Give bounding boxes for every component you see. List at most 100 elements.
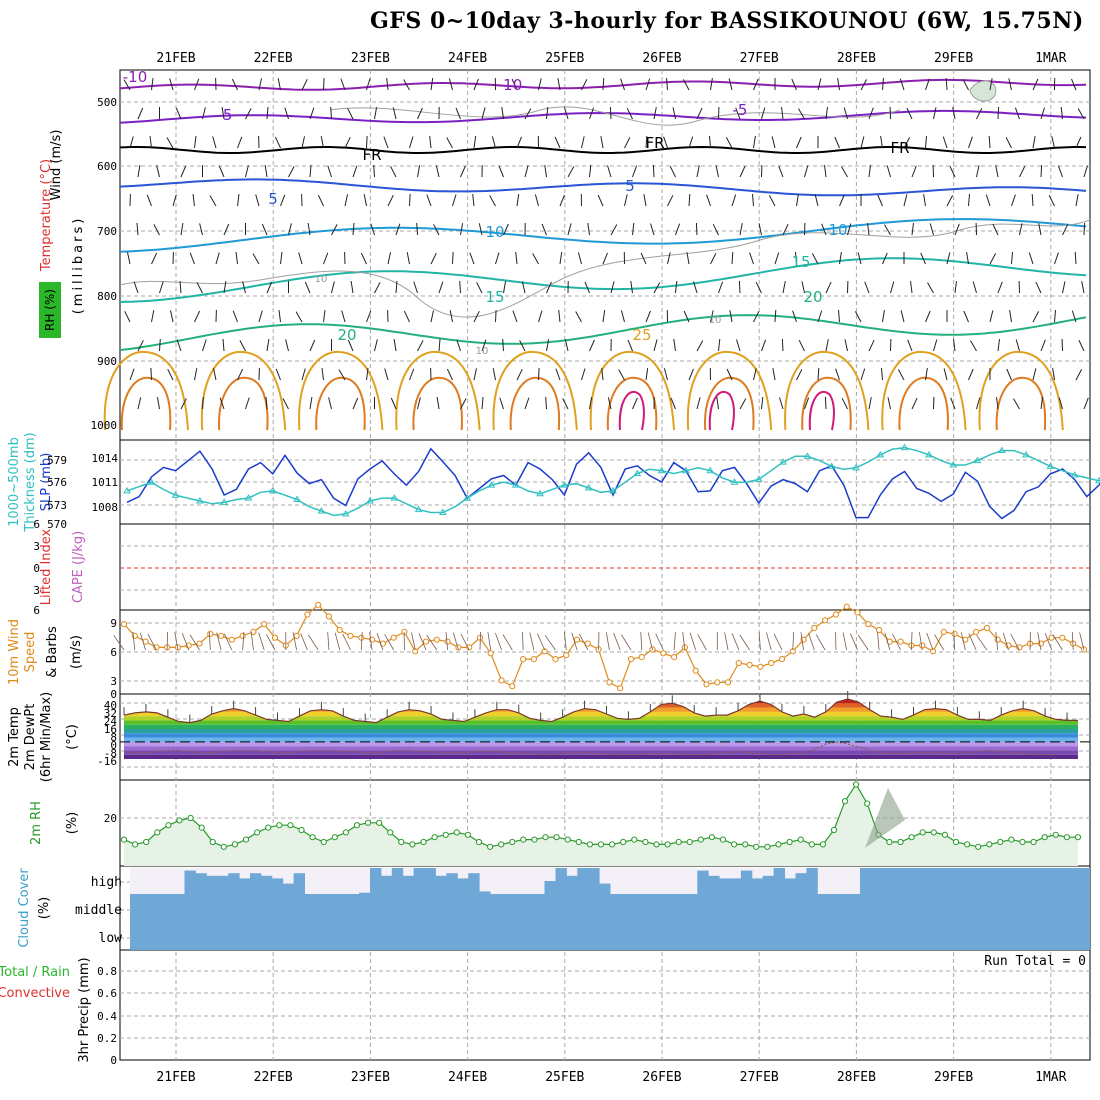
contour-label: 10 [476, 346, 489, 357]
wind-barb [338, 369, 346, 381]
wind-barb [277, 78, 281, 91]
wind-barb [417, 165, 421, 178]
wind-barb-10m [479, 631, 481, 651]
temp-band [124, 746, 1078, 751]
cloud-high-bar [806, 868, 818, 894]
wind-barb [538, 78, 542, 91]
wind-barb [194, 310, 201, 323]
wind-barb [841, 397, 848, 410]
cloud-unit: (%) [37, 897, 52, 920]
wind-barb [963, 310, 969, 323]
wind-barb [881, 367, 883, 381]
wind-barb-10m [360, 631, 363, 651]
rh-point [997, 838, 1004, 846]
wind-speed-point [951, 630, 958, 638]
wind10-unit: (m/s) [69, 635, 84, 669]
wind-barb [882, 310, 885, 323]
wind-barb [736, 339, 741, 352]
wind-barb [624, 137, 631, 149]
wind-barb [235, 252, 238, 265]
rh-point [609, 841, 616, 848]
wind-speed-point [250, 628, 257, 636]
wind-barb [167, 368, 174, 381]
wind-barb [223, 223, 230, 236]
isotherm-30-loop [898, 376, 949, 431]
rh-point [664, 841, 671, 848]
cloud-high-bar [784, 878, 796, 894]
date-label-top: 1MAR [1035, 51, 1066, 66]
rh-point [930, 829, 937, 836]
rh-point [198, 824, 205, 831]
wind-barb [929, 223, 934, 236]
wind-barb-10m [1044, 633, 1053, 651]
wind-barb [877, 194, 883, 207]
y-tick-label: 0 [110, 688, 117, 701]
wind-barb [774, 309, 777, 323]
wind-barb [860, 368, 866, 381]
thickness-marker [803, 452, 812, 459]
wind-barb [194, 78, 200, 91]
wind-barb [301, 368, 306, 381]
rh-point [764, 843, 771, 850]
wind-barb [232, 310, 238, 323]
thickness-axis-title-a: 1000~500mb [7, 437, 22, 527]
wind-barb [847, 223, 852, 236]
wind-barb [663, 136, 668, 149]
wind-barb [653, 282, 661, 294]
wind-barb [1013, 398, 1020, 410]
rh-point [542, 834, 549, 841]
wind-barb [151, 78, 154, 91]
cloud-high-bar [271, 878, 284, 894]
y-tick-label: 3 [33, 584, 40, 597]
wind-barb [688, 368, 694, 381]
wind-barb [360, 252, 367, 265]
wind-speed-point [466, 644, 473, 651]
run-total-label: Run Total = 0 [984, 954, 1086, 969]
wind-speed-point [757, 663, 764, 670]
wind-speed-point [746, 661, 753, 669]
wind-barb-10m [682, 632, 686, 651]
wind-speed-point [617, 685, 624, 692]
wind-barb [839, 194, 845, 207]
wind-barb [515, 252, 518, 265]
wind-barb [920, 252, 926, 265]
wind-barb-10m [308, 634, 319, 651]
slp-series [126, 447, 1100, 520]
rh-point [631, 836, 638, 843]
wind-barb [258, 78, 262, 91]
thickness-marker [317, 507, 326, 514]
wind-barb-10m [1010, 633, 1020, 651]
wind-barb [834, 136, 840, 149]
wind-barb [949, 165, 956, 178]
rh-point [919, 829, 926, 836]
wind-barb [795, 251, 797, 265]
thickness-marker [754, 475, 763, 482]
wind-barb [137, 107, 144, 120]
wind-barb-10m [216, 632, 222, 651]
temp-band [124, 741, 1078, 747]
rh-point [387, 829, 394, 836]
wind-speed-point [261, 621, 268, 628]
cloud-high-bar [413, 868, 425, 894]
wind-barb [1075, 194, 1079, 207]
wind-barb [753, 136, 756, 149]
wind-barb [997, 339, 1000, 352]
wind-barb [1048, 195, 1055, 207]
wind-barb [309, 397, 313, 410]
rh-point [830, 826, 838, 834]
date-label-top: 29FEB [934, 51, 973, 66]
wind-barb [650, 223, 655, 236]
wind-barb [366, 78, 371, 91]
y-tick-label: 500 [97, 96, 117, 109]
wind-barb [688, 193, 691, 207]
wind-barb [976, 165, 980, 178]
wind-barb [503, 281, 507, 294]
thickness-marker [196, 496, 204, 504]
wind-barb [481, 339, 487, 352]
rh-point [376, 819, 383, 826]
date-label-top: 21FEB [156, 51, 195, 66]
wind-barb [406, 252, 410, 265]
wind-barb [844, 339, 848, 352]
wind-barb [473, 136, 477, 149]
wind-barb [976, 397, 981, 410]
